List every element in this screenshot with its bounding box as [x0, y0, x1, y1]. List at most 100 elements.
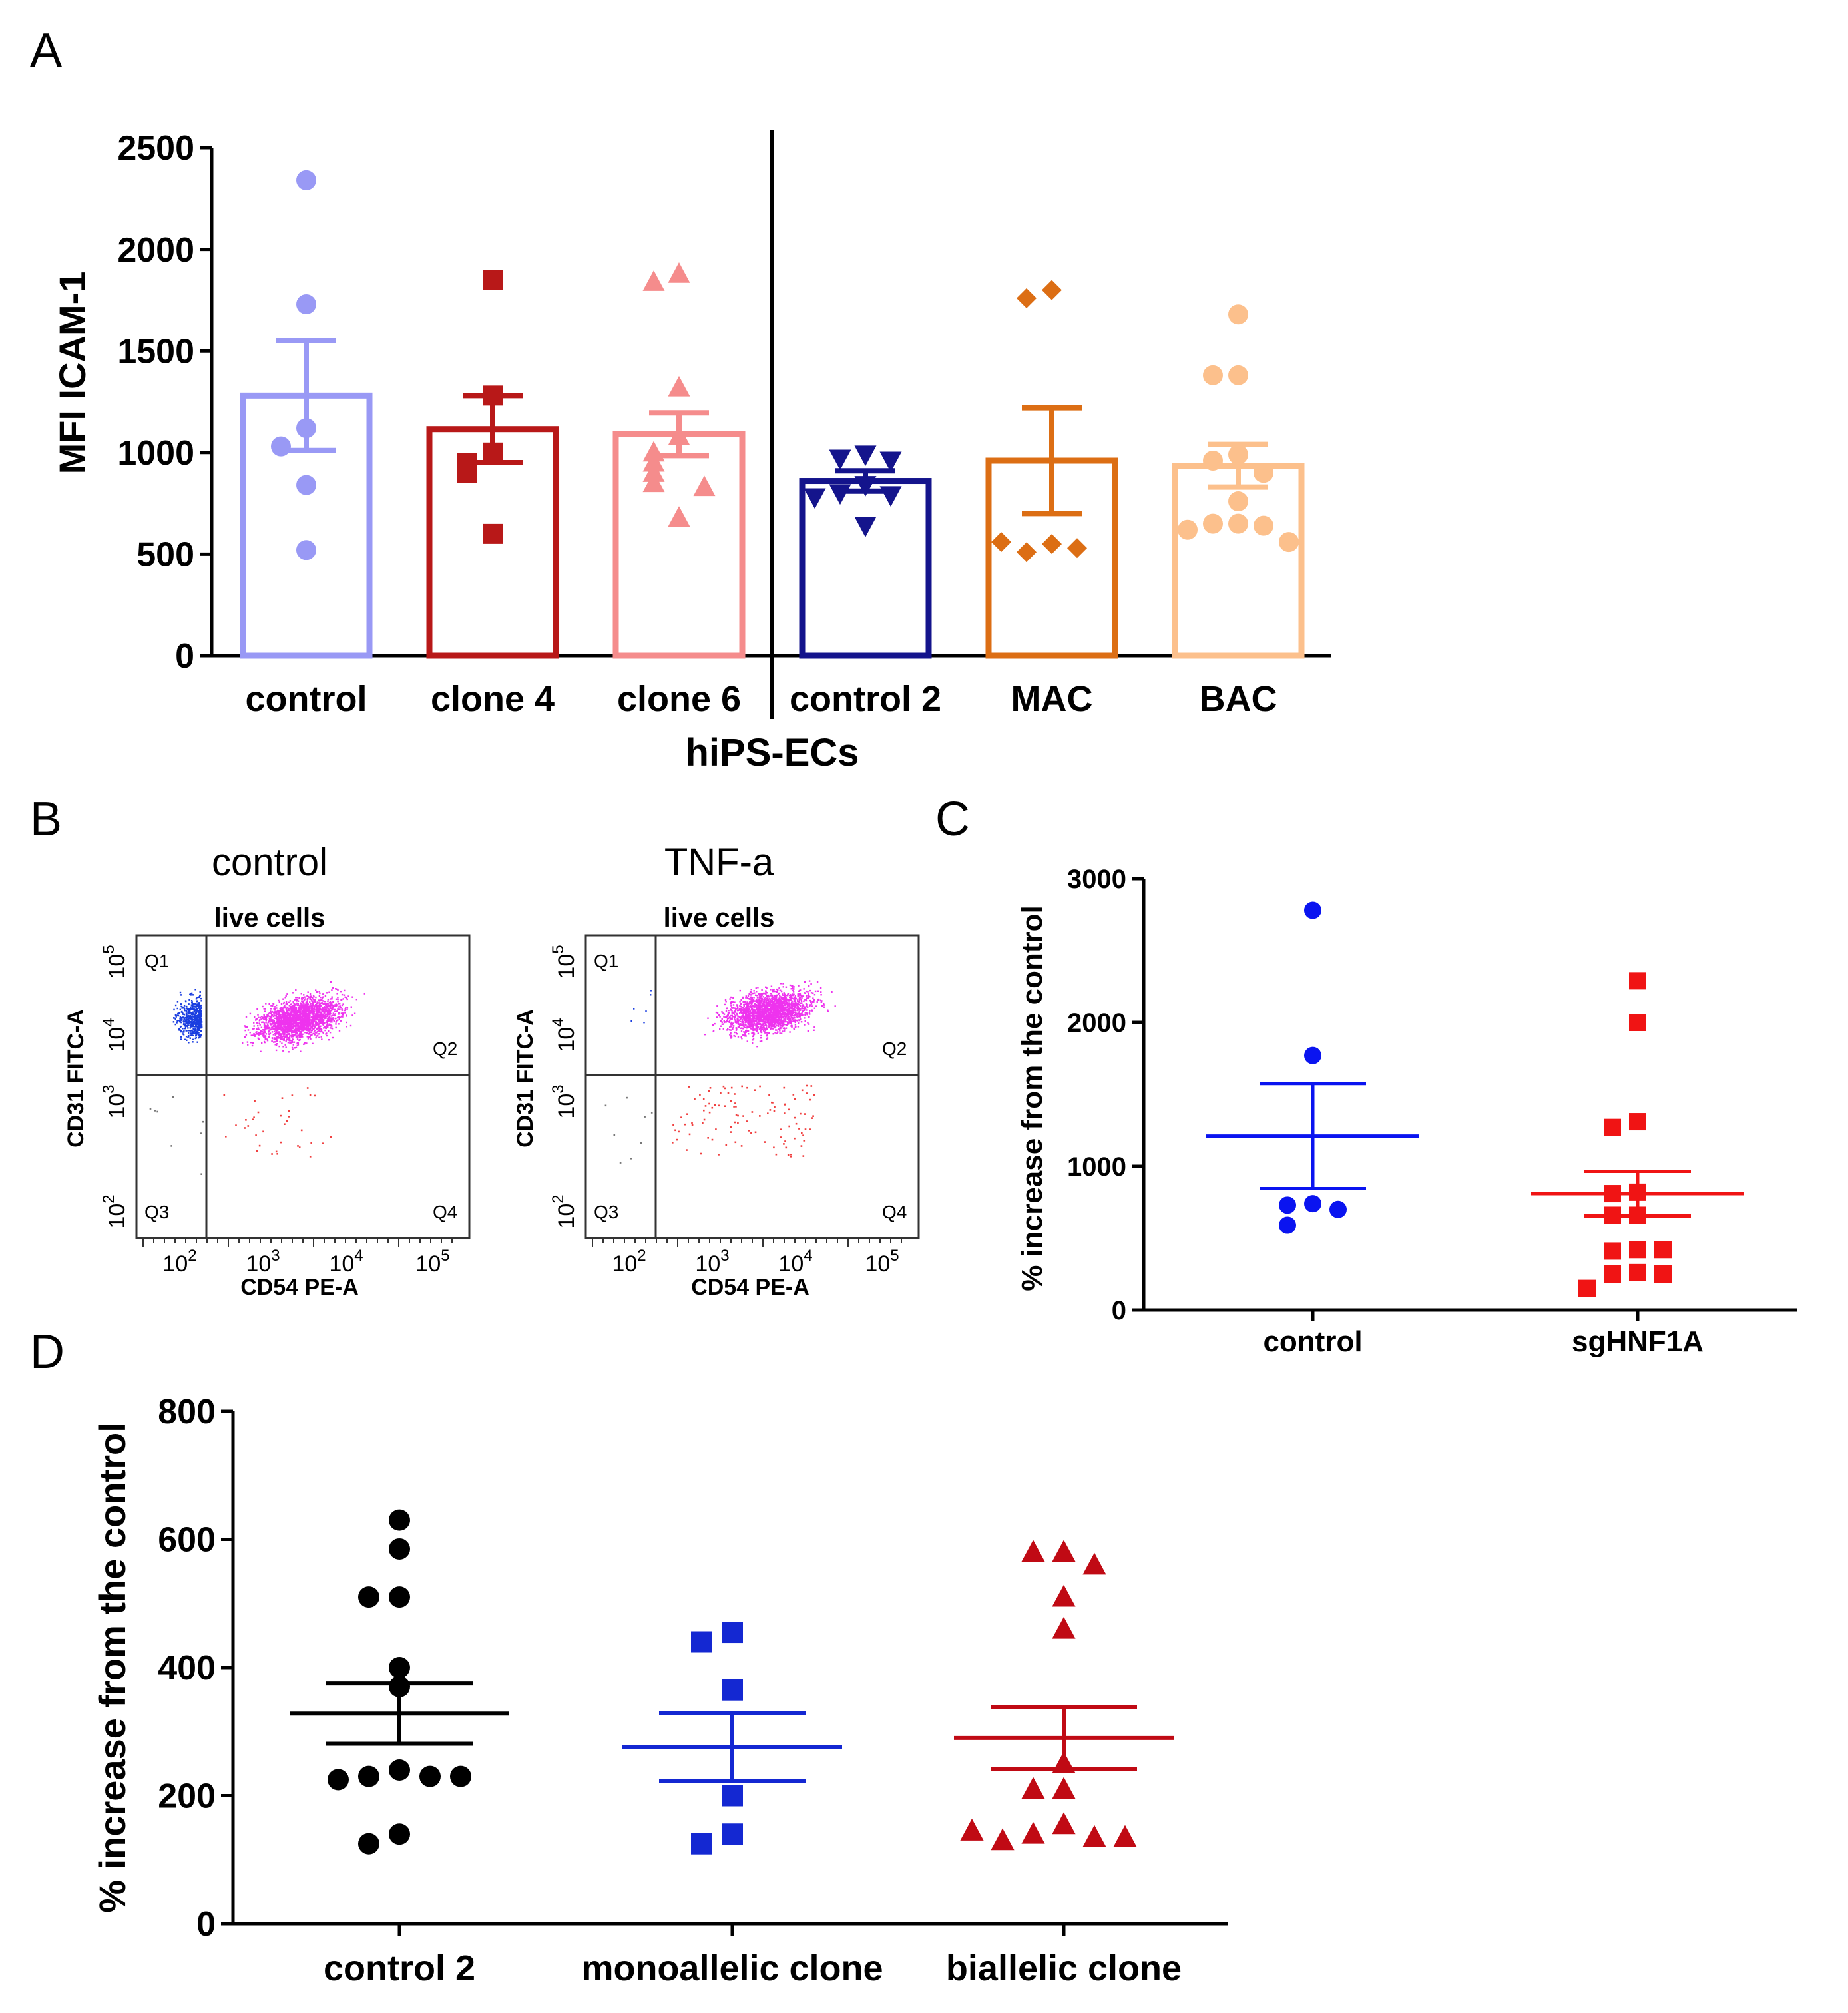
- event-dot: [783, 1011, 785, 1013]
- event-dot: [827, 1010, 829, 1012]
- event-dot: [773, 1023, 776, 1025]
- event-dot: [779, 1026, 781, 1029]
- event-dot: [750, 1006, 752, 1008]
- event-dot: [180, 1025, 182, 1028]
- event-dot: [278, 1045, 280, 1048]
- event-dot: [183, 1006, 185, 1009]
- event-dot: [344, 1012, 346, 1014]
- event-dot: [328, 1013, 330, 1015]
- event-dot: [304, 1008, 306, 1010]
- event-dot: [748, 1003, 750, 1005]
- event-dot: [198, 1016, 200, 1018]
- event-dot: [292, 1035, 294, 1037]
- event-dot: [304, 1010, 306, 1013]
- event-dot: [772, 998, 774, 1001]
- event-dot: [276, 1018, 278, 1020]
- event-dot: [267, 1026, 269, 1029]
- event-dot: [325, 1006, 327, 1008]
- event-dot: [290, 1034, 293, 1036]
- event-dot: [762, 1021, 764, 1023]
- event-dot: [813, 1007, 815, 1009]
- event-dot: [189, 1027, 191, 1029]
- event-dot: [296, 1018, 298, 1020]
- event-dot: [294, 1031, 296, 1034]
- event-dot: [787, 993, 790, 995]
- event-dot: [746, 1009, 748, 1011]
- event-dot: [819, 987, 822, 989]
- event-dot: [300, 1032, 302, 1034]
- event-dot: [804, 981, 806, 983]
- event-dot: [194, 989, 196, 991]
- event-dot: [721, 1018, 723, 1020]
- flow-title-control: control: [212, 841, 328, 884]
- event-dot: [296, 1024, 299, 1026]
- event-dot: [285, 1036, 287, 1038]
- event-dot: [806, 995, 808, 997]
- event-dot: [319, 1028, 321, 1030]
- event-dot: [754, 1019, 756, 1022]
- event-dot: [823, 1004, 825, 1006]
- event-dot: [304, 1022, 306, 1024]
- point-BAC-2: [1203, 365, 1223, 385]
- event-dot: [322, 1020, 324, 1022]
- event-dot: [276, 1038, 278, 1040]
- event-dot: [769, 1003, 772, 1005]
- event-dot: [328, 1024, 330, 1026]
- event-dot: [264, 1041, 266, 1044]
- panel-label-a: A: [30, 24, 62, 77]
- point-MAC-3: [1017, 542, 1037, 562]
- event-dot: [258, 1022, 260, 1024]
- event-dot: [299, 1008, 302, 1010]
- event-dot: [174, 1018, 176, 1020]
- event-dot: [288, 1110, 290, 1112]
- event-dot: [268, 1034, 271, 1036]
- event-dot: [271, 1020, 273, 1022]
- event-dot: [316, 1012, 318, 1014]
- event-dot: [188, 1042, 190, 1044]
- event-dot: [809, 989, 811, 992]
- event-dot: [283, 1025, 285, 1027]
- event-dot: [756, 1012, 759, 1015]
- event-dot: [274, 1006, 276, 1008]
- event-dot: [310, 1020, 312, 1022]
- event-dot: [199, 995, 201, 997]
- event-dot: [330, 1009, 333, 1011]
- quadrant-label-tnfa-Q1: Q1: [594, 951, 618, 971]
- event-dot: [263, 1018, 265, 1020]
- event-dot: [295, 999, 297, 1001]
- event-dot: [291, 1024, 294, 1026]
- event-dot: [786, 1001, 789, 1004]
- event-dot: [282, 1030, 284, 1032]
- event-dot: [308, 1006, 310, 1008]
- event-dot: [805, 1003, 808, 1005]
- event-dot: [788, 999, 790, 1001]
- event-dot: [199, 1021, 201, 1023]
- event-dot: [767, 1015, 769, 1017]
- event-dot: [309, 998, 311, 1001]
- event-dot: [772, 1009, 774, 1011]
- event-dot: [779, 1032, 781, 1034]
- event-dot: [298, 1016, 300, 1018]
- event-dot: [780, 1018, 782, 1020]
- event-dot: [315, 1036, 317, 1039]
- event-dot: [778, 1028, 780, 1030]
- event-dot: [317, 1024, 319, 1026]
- event-dot: [263, 1026, 266, 1029]
- event-dot: [180, 994, 182, 996]
- event-dot: [341, 1009, 344, 1011]
- event-dot: [762, 996, 764, 998]
- event-dot: [758, 1013, 760, 1016]
- event-dot: [308, 1026, 310, 1028]
- event-dot: [805, 990, 808, 993]
- event-dot: [291, 1010, 293, 1013]
- event-dot: [748, 1006, 750, 1008]
- flow-gate-tnfa: live cells: [664, 903, 775, 933]
- flow-xlabel-control: CD54 PE-A: [240, 1275, 359, 1300]
- event-dot: [758, 1023, 760, 1025]
- event-dot: [261, 1017, 264, 1020]
- point-BAC-7: [1228, 513, 1248, 534]
- event-dot: [291, 1022, 293, 1025]
- event-dot: [345, 997, 347, 999]
- event-dot: [305, 1015, 307, 1018]
- event-dot: [287, 1007, 289, 1009]
